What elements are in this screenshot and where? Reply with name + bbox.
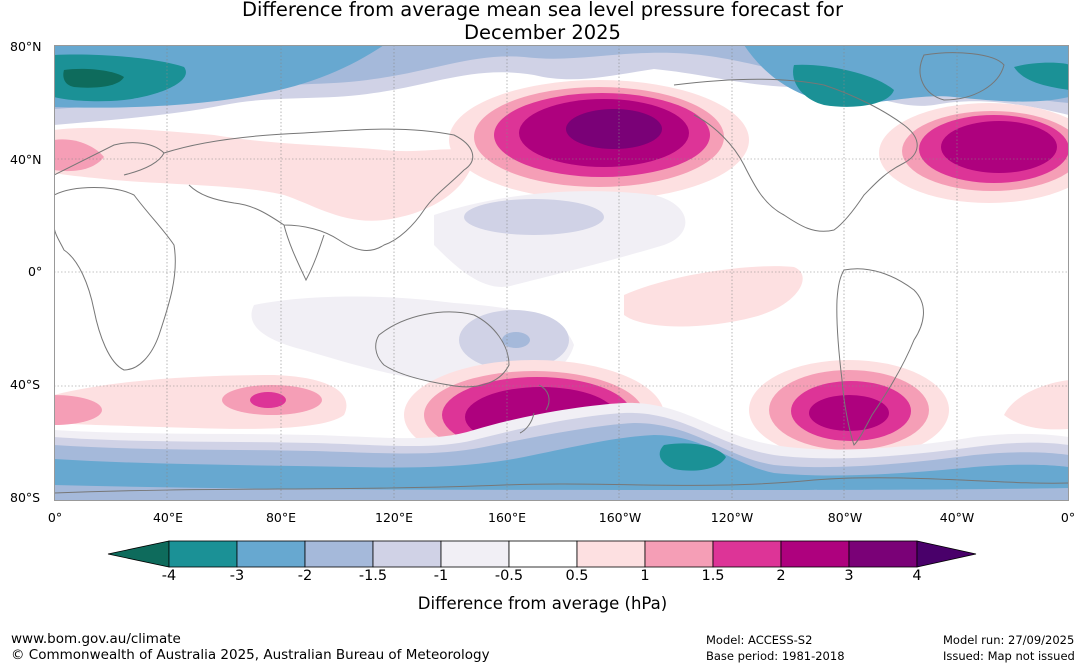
footer-model: Model: ACCESS-S2 [706,633,813,647]
coastline-europe [54,142,165,176]
south-america-high-anomaly [749,360,949,460]
lon-label-120e: 120°E [374,510,414,525]
east-pacific-weak-positive [624,266,803,327]
footer-issued: Issued: Map not issued [943,649,1075,663]
lon-label-0: 0° [47,510,63,525]
colorbar-tick-label: -0.5 [494,568,524,584]
colorbar-swatch [780,540,850,568]
north-atlantic-high-anomaly [879,103,1069,203]
lat-label-40s: 40°S [10,377,41,392]
antarctic-negative-anomaly [54,402,1069,501]
coastline-antarctica [54,477,1069,494]
coastline-greenland [919,52,1005,101]
footer-website: www.bom.gov.au/climate [11,631,181,647]
graticule [54,45,1069,501]
lon-label-120w: 120°W [710,510,754,525]
lon-label-40w: 40°W [939,510,975,525]
coastlines [54,52,1069,494]
colorbar-tick-label: -1 [433,568,449,584]
footer-base-period: Base period: 1981-2018 [706,649,845,663]
title-line-2: December 2025 [464,21,621,44]
colorbar-tick-label: -1.5 [358,568,388,584]
colorbar-extend-low [107,540,170,568]
lon-label-80e: 80°E [265,510,297,525]
colorbar-swatch [576,540,646,568]
colorbar-swatch [236,540,306,568]
colorbar-swatch [848,540,918,568]
coastline-new-zealand [519,384,550,434]
colorbar-tick-label: -3 [229,568,245,584]
lon-label-160e: 160°E [487,510,527,525]
coastline-north-america [673,78,918,232]
coastline-australia [375,311,510,388]
map-frame [54,45,1069,501]
colorbar-tick-label: 0.5 [565,568,589,584]
colorbar-swatch [712,540,782,568]
arctic-negative-anomaly [54,45,1069,125]
footer-model-run: Model run: 27/09/2025 [943,633,1075,647]
title-line-1: Difference from average mean sea level p… [242,0,843,21]
colorbar-tick-label: -2 [297,568,313,584]
colorbar-swatch [644,540,714,568]
colorbar-title: Difference from average (hPa) [417,594,668,613]
coastline-south-america [836,268,924,446]
lon-label-40e: 40°E [152,510,184,525]
lon-label-0-east: 0° [1060,510,1076,525]
north-pacific-high-anomaly [449,80,749,200]
southern-indian-high-anomaly [54,375,1069,430]
lat-label-40n: 40°N [10,152,42,167]
colorbar-swatch [508,540,578,568]
coastline-africa [54,187,176,371]
colorbar-tick-label: 2 [776,568,786,584]
lon-label-160w: 160°W [598,510,642,525]
lat-label-80n: 80°N [10,39,42,54]
coastline-india [283,224,325,282]
colorbar-swatch [372,540,442,568]
lat-label-80s: 80°S [10,490,41,505]
colorbar-tick-label: 3 [844,568,854,584]
footer-copyright: © Commonwealth of Australia 2025, Austra… [11,647,490,663]
colorbar-swatch [440,540,510,568]
colorbar-tick-label: 4 [912,568,922,584]
colorbar-tick-label: -4 [161,568,177,584]
colorbar-swatch [168,540,238,568]
eurasia-weak-positive [54,127,474,221]
colorbar-swatch [304,540,374,568]
coastline-asia [163,128,474,251]
lon-label-80w: 80°W [827,510,863,525]
colorbar-tick-label: 1 [640,568,650,584]
map-title: Difference from average mean sea level p… [0,0,1085,44]
colorbar-tick-label: 1.5 [701,568,725,584]
pressure-anomaly-map [54,45,1069,501]
lat-label-eq: 0° [28,264,43,279]
colorbar-extend-high [916,540,977,568]
